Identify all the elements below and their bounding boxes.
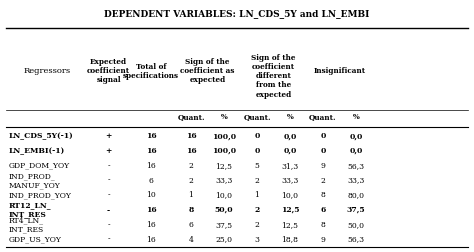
Text: 25,0: 25,0 xyxy=(216,236,233,243)
Text: 10,0: 10,0 xyxy=(282,191,299,199)
Text: GDP_DOM_YOY: GDP_DOM_YOY xyxy=(9,162,70,170)
Text: 16: 16 xyxy=(146,236,156,243)
Text: Total of
specifications: Total of specifications xyxy=(123,62,179,80)
Text: IND_PROD_YOY: IND_PROD_YOY xyxy=(9,191,71,199)
Text: 12,5: 12,5 xyxy=(281,206,299,214)
Text: Quant.: Quant. xyxy=(177,113,205,121)
Text: RT4_LN_
INT_RES: RT4_LN_ INT_RES xyxy=(9,216,44,233)
Text: +: + xyxy=(105,132,112,140)
Text: LN_CDS_5Y(-1): LN_CDS_5Y(-1) xyxy=(9,132,73,140)
Text: +: + xyxy=(105,147,112,155)
Text: 2: 2 xyxy=(189,177,193,184)
Text: 0,0: 0,0 xyxy=(349,147,363,155)
Text: 16: 16 xyxy=(186,147,196,155)
Text: -: - xyxy=(107,221,110,229)
Text: 10,0: 10,0 xyxy=(216,191,233,199)
Text: 9: 9 xyxy=(320,236,326,243)
Text: 33,3: 33,3 xyxy=(347,177,365,184)
Text: 8: 8 xyxy=(320,221,326,229)
Text: 12,5: 12,5 xyxy=(282,221,299,229)
Text: 16: 16 xyxy=(146,147,156,155)
Text: 0,0: 0,0 xyxy=(283,147,297,155)
Text: 2: 2 xyxy=(255,221,259,229)
Text: -: - xyxy=(107,236,110,243)
Text: 10: 10 xyxy=(146,191,156,199)
Text: 6: 6 xyxy=(189,221,193,229)
Text: 2: 2 xyxy=(320,177,326,184)
Text: 16: 16 xyxy=(186,132,196,140)
Text: 5: 5 xyxy=(255,162,259,170)
Text: -: - xyxy=(107,177,110,184)
Text: 2: 2 xyxy=(255,177,259,184)
Text: LN_EMBI(-1): LN_EMBI(-1) xyxy=(9,147,65,155)
Text: 50,0: 50,0 xyxy=(215,206,233,214)
Text: 12,5: 12,5 xyxy=(216,162,233,170)
Text: 9: 9 xyxy=(320,162,326,170)
Text: 0: 0 xyxy=(255,132,260,140)
Text: 33,3: 33,3 xyxy=(282,177,299,184)
Text: %: % xyxy=(221,113,228,121)
Text: Insignificant: Insignificant xyxy=(313,67,365,75)
Text: 1: 1 xyxy=(189,191,193,199)
Text: %: % xyxy=(353,113,359,121)
Text: Sign of the
coefficient as
expected: Sign of the coefficient as expected xyxy=(181,58,235,84)
Text: -: - xyxy=(107,162,110,170)
Text: 4: 4 xyxy=(189,236,193,243)
Text: 0: 0 xyxy=(255,147,260,155)
Text: 37,5: 37,5 xyxy=(346,206,365,214)
Text: 16: 16 xyxy=(146,206,156,214)
Text: Quant.: Quant. xyxy=(309,113,337,121)
Text: %: % xyxy=(287,113,293,121)
Text: 50,0: 50,0 xyxy=(347,221,365,229)
Text: -: - xyxy=(107,191,110,199)
Text: RT12_LN_
INT_RES: RT12_LN_ INT_RES xyxy=(9,201,51,219)
Text: 3: 3 xyxy=(255,236,260,243)
Text: 6: 6 xyxy=(320,206,326,214)
Text: 2: 2 xyxy=(189,162,193,170)
Text: 18,8: 18,8 xyxy=(282,236,299,243)
Text: 37,5: 37,5 xyxy=(216,221,233,229)
Text: 2: 2 xyxy=(255,206,260,214)
Text: 0,0: 0,0 xyxy=(283,132,297,140)
Text: 16: 16 xyxy=(146,221,156,229)
Text: Quant.: Quant. xyxy=(243,113,271,121)
Text: -: - xyxy=(107,206,110,214)
Text: 0,0: 0,0 xyxy=(349,132,363,140)
Text: 100,0: 100,0 xyxy=(212,147,236,155)
Text: Sign of the
coefficient
different
from the
expected: Sign of the coefficient different from t… xyxy=(251,54,296,99)
Text: 8: 8 xyxy=(320,191,326,199)
Text: 100,0: 100,0 xyxy=(212,132,236,140)
Text: 80,0: 80,0 xyxy=(347,191,365,199)
Text: 0: 0 xyxy=(320,147,326,155)
Text: DEPENDENT VARIABLES: LN_CDS_5Y and LN_EMBI: DEPENDENT VARIABLES: LN_CDS_5Y and LN_EM… xyxy=(104,9,370,18)
Text: 0: 0 xyxy=(320,132,326,140)
Text: 31,3: 31,3 xyxy=(282,162,299,170)
Text: 56,3: 56,3 xyxy=(347,162,365,170)
Text: IND_PROD_
MANUF_YOY: IND_PROD_ MANUF_YOY xyxy=(9,172,60,189)
Text: GDP_US_YOY: GDP_US_YOY xyxy=(9,236,61,243)
Text: 16: 16 xyxy=(146,162,156,170)
Text: 6: 6 xyxy=(148,177,154,184)
Text: 8: 8 xyxy=(189,206,194,214)
Text: Regressors: Regressors xyxy=(24,67,71,75)
Text: Expected
coefficient
signal: Expected coefficient signal xyxy=(87,58,130,84)
Text: 1: 1 xyxy=(255,191,259,199)
Text: 56,3: 56,3 xyxy=(347,236,365,243)
Text: 33,3: 33,3 xyxy=(215,177,233,184)
Text: 16: 16 xyxy=(146,132,156,140)
